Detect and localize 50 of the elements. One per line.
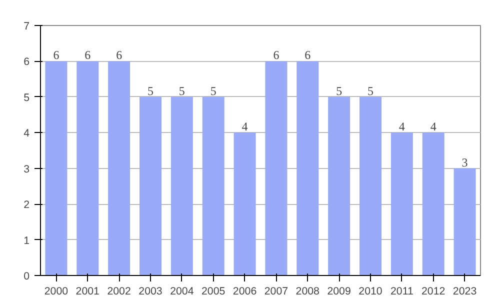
data-label: 4 [242, 120, 248, 134]
x-tick-label: 2011 [390, 286, 414, 298]
data-label: 3 [462, 155, 468, 170]
x-tick-label: 2009 [327, 286, 351, 298]
y-tick-label: 2 [24, 199, 30, 212]
data-label: 6 [304, 48, 311, 62]
bar [170, 96, 193, 276]
bar [296, 61, 319, 276]
bar [108, 61, 130, 276]
data-label: 5 [178, 84, 185, 98]
x-tick-label: 2012 [422, 286, 446, 298]
y-tick-label: 3 [24, 163, 30, 176]
x-tick-label: 2003 [138, 286, 162, 298]
bar [140, 96, 162, 276]
data-label: 4 [430, 120, 436, 134]
x-tick-label: 2004 [170, 286, 194, 298]
data-label: 6 [53, 48, 60, 62]
bar [328, 96, 350, 276]
bar [422, 132, 444, 276]
bar [234, 132, 256, 276]
bar [76, 61, 99, 276]
x-tick-label: 2010 [358, 286, 382, 298]
y-tick-label: 1 [24, 234, 30, 247]
bar [202, 96, 224, 276]
bar [390, 132, 413, 276]
data-label: 4 [398, 120, 405, 134]
x-tick-label: 2005 [202, 286, 226, 298]
x-tick-label: 2007 [264, 286, 288, 298]
x-tick-label: 2000 [44, 286, 68, 298]
data-label: 5 [148, 84, 154, 98]
data-label: 6 [84, 48, 91, 62]
bar [265, 61, 288, 276]
data-label: 6 [273, 48, 280, 62]
x-tick-label: 2002 [107, 286, 131, 298]
y-tick-label: 5 [24, 92, 30, 104]
x-tick-label: 2006 [232, 286, 257, 298]
bar [454, 168, 476, 276]
data-label: 6 [116, 48, 122, 62]
x-tick-label: 2008 [296, 286, 320, 298]
x-tick-label: 2001 [76, 286, 100, 298]
data-label: 5 [368, 84, 374, 98]
y-tick-label: 0 [24, 270, 30, 282]
y-tick-label: 6 [24, 56, 30, 68]
bar [360, 96, 382, 276]
y-tick-label: 7 [24, 20, 30, 32]
data-label: 5 [336, 84, 342, 98]
y-tick-label: 4 [24, 128, 30, 140]
data-label: 5 [210, 84, 216, 98]
x-tick-label: 2023 [452, 286, 477, 298]
bar [45, 61, 68, 276]
